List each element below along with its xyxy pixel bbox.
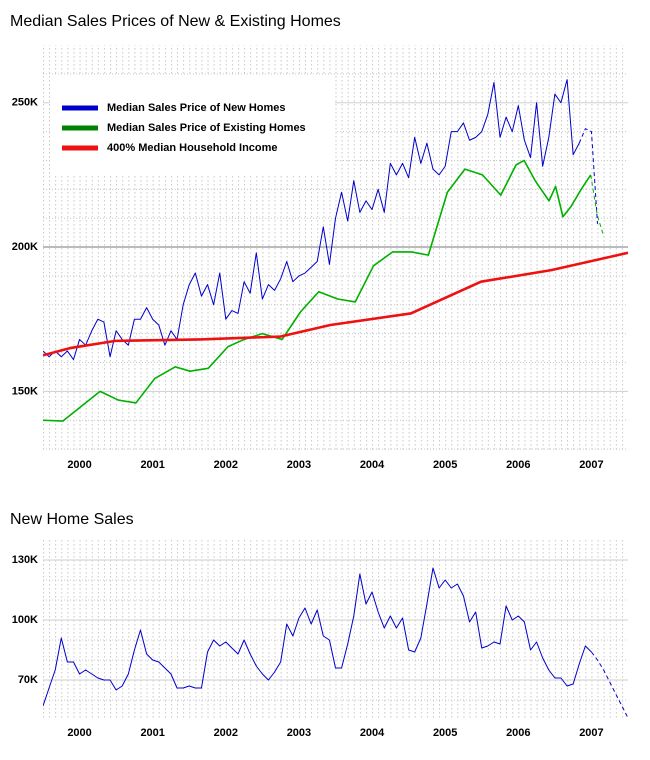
y-tick-label: 250K [12, 97, 38, 109]
y-tick-label: 200K [12, 241, 38, 253]
x-tick-label: 2000 [67, 459, 91, 471]
x-tick-label: 2001 [140, 459, 164, 471]
x-tick-label: 2004 [360, 459, 385, 471]
chart-title: New Home Sales [10, 511, 134, 528]
y-tick-label: 100K [12, 614, 38, 626]
legend-label: Median Sales Price of New Homes [107, 102, 286, 114]
plot-area [43, 540, 628, 718]
series-line [578, 128, 599, 224]
x-tick-label: 2007 [579, 727, 603, 739]
x-tick-label: 2000 [67, 727, 91, 739]
x-tick-label: 2003 [287, 459, 311, 471]
x-tick-label: 2002 [214, 727, 238, 739]
chart-title: Median Sales Prices of New & Existing Ho… [10, 13, 341, 30]
x-tick-label: 2006 [506, 727, 530, 739]
legend-label: 400% Median Household Income [107, 142, 278, 154]
series-line [43, 79, 580, 361]
x-tick-label: 2001 [140, 727, 164, 739]
y-tick-label: 150K [12, 385, 38, 397]
x-tick-label: 2007 [579, 459, 603, 471]
series-line [591, 651, 628, 718]
series-line [43, 251, 628, 357]
series-line [43, 567, 592, 707]
y-tick-label: 130K [12, 554, 38, 566]
chart-panel: Median Sales Prices of New & Existing Ho… [10, 13, 628, 471]
x-tick-label: 2003 [287, 727, 311, 739]
x-tick-label: 2006 [506, 459, 530, 471]
chart-panel: New Home Sales 70K 100K 130K 2000 2001 2002 200… [10, 511, 628, 739]
x-tick-label: 2005 [433, 727, 457, 739]
x-tick-label: 2004 [360, 727, 385, 739]
series-line [43, 159, 592, 422]
legend-box [50, 75, 335, 175]
legend-label: Median Sales Price of Existing Homes [107, 122, 306, 134]
x-tick-label: 2005 [433, 459, 457, 471]
y-tick-label: 70K [18, 674, 38, 686]
x-tick-label: 2002 [214, 459, 238, 471]
legend: Median Sales Price of New Homes Median Sa… [50, 75, 335, 175]
